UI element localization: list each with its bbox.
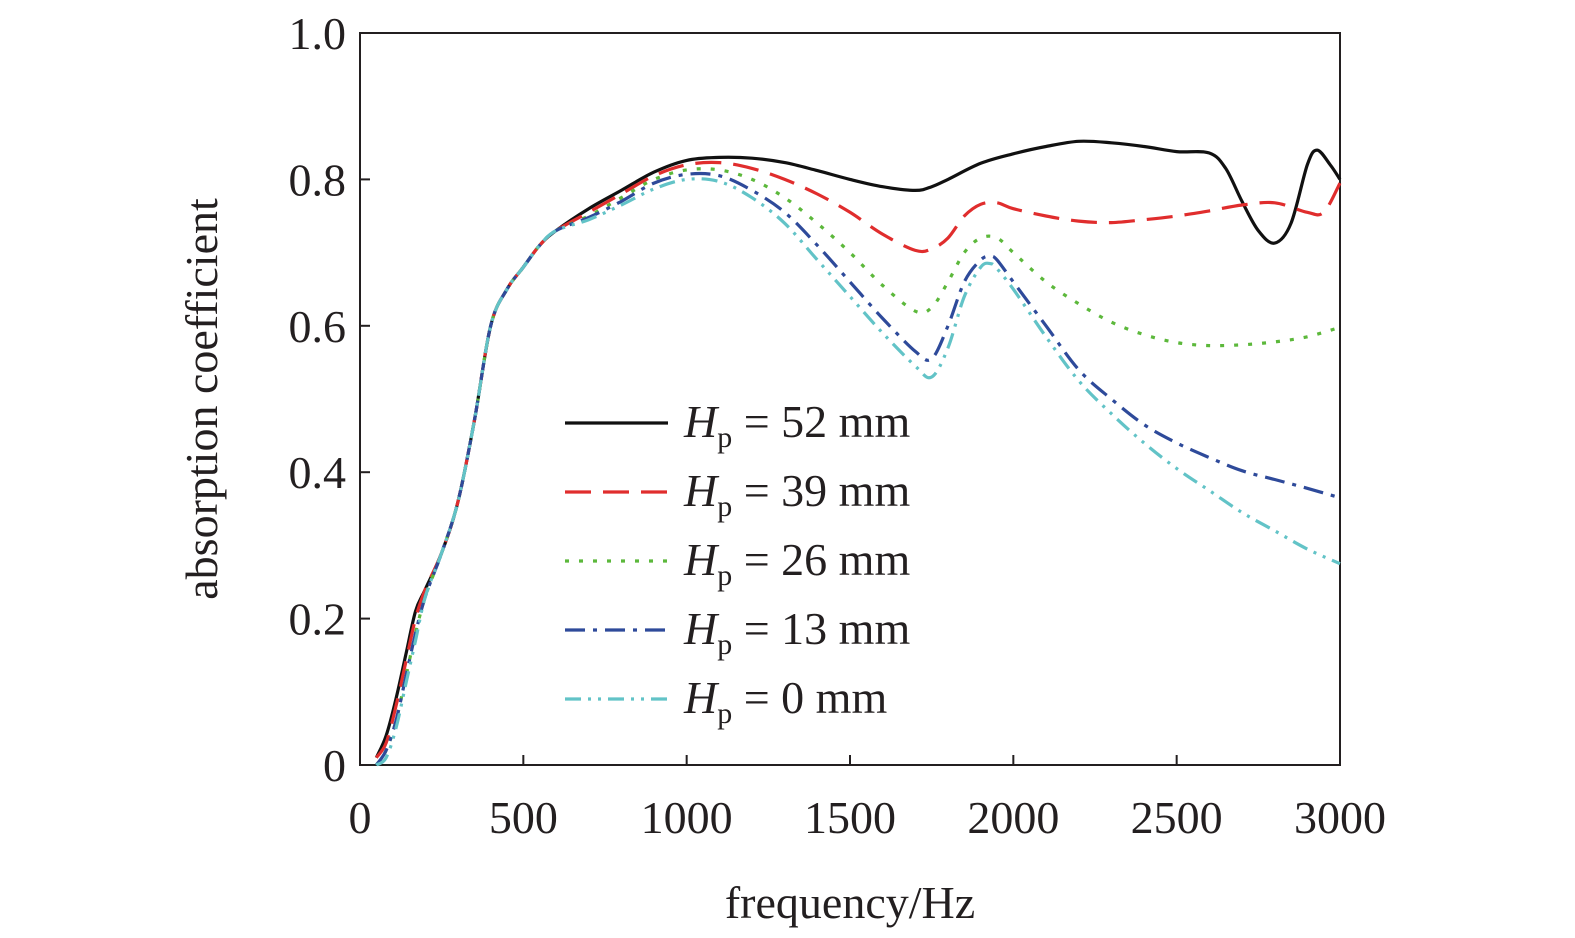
series-line-1	[374, 160, 1342, 759]
y-axis-title: absorption coefficient	[176, 198, 227, 600]
legend-label-0: Hp = 52 mm	[683, 396, 910, 454]
y-tick-label: 1.0	[289, 8, 347, 59]
y-tick-label: 0	[323, 740, 346, 791]
x-tick-label: 1000	[641, 792, 733, 843]
x-tick-label: 2000	[967, 792, 1059, 843]
legend-label-3: Hp = 13 mm	[683, 603, 910, 661]
legend-label-1: Hp = 39 mm	[683, 465, 910, 523]
y-tick-label: 0.2	[289, 594, 347, 645]
legend-label-4: Hp = 0 mm	[683, 672, 887, 730]
x-tick-label: 1500	[804, 792, 896, 843]
y-axis: 0 0.2 0.4 0.6 0.8 1.0	[289, 8, 370, 791]
x-axis-title: frequency/Hz	[725, 877, 975, 928]
y-tick-label: 0.4	[289, 447, 347, 498]
y-tick-label: 0.8	[289, 154, 347, 205]
x-tick-label: 3000	[1294, 792, 1386, 843]
x-tick-label: 500	[489, 792, 558, 843]
legend: Hp = 52 mm Hp = 39 mm Hp = 26 mm Hp = 13 mm…	[565, 396, 910, 730]
legend-label-2: Hp = 26 mm	[683, 534, 910, 592]
series-line-4	[375, 177, 1341, 767]
x-tick-label: 2500	[1131, 792, 1223, 843]
x-tick-label: 0	[349, 792, 372, 843]
series-layer	[374, 139, 1342, 767]
series-line-0	[374, 139, 1342, 759]
y-tick-label: 0.6	[289, 301, 347, 352]
x-axis: 0 500 1000 1500 2000 2500 3000	[349, 755, 1386, 843]
